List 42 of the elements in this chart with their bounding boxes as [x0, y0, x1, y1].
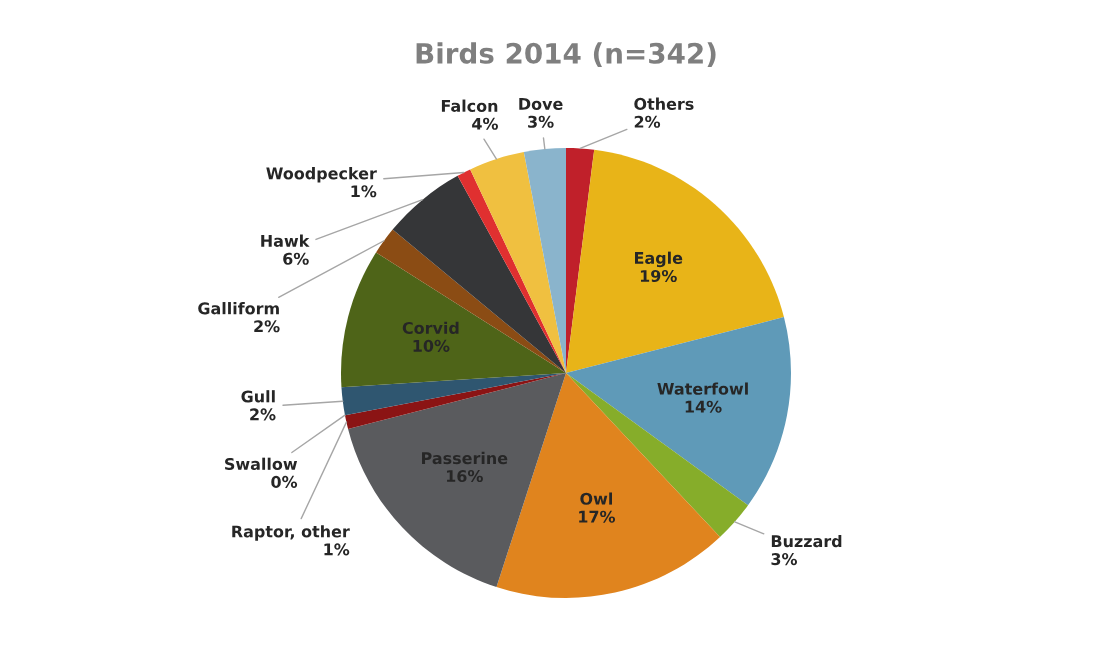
slice-label: Waterfowl: [657, 382, 748, 395]
data-label: 16%: [447, 469, 483, 483]
slice-label: Woodpecker: [266, 167, 377, 183]
data-label: 1%: [324, 543, 350, 556]
slice-label: Others: [634, 97, 694, 110]
slice-label: Owl: [580, 492, 612, 505]
category-label: Swallow: [225, 457, 298, 471]
slice-label: Gull: [241, 390, 275, 403]
data-label: 2%: [634, 115, 661, 128]
pie-slice: [392, 175, 566, 373]
slice-label: Raptor, other: [232, 525, 350, 541]
pie-slice: [348, 373, 566, 587]
pie-slice: [566, 149, 784, 373]
data-label: 2%: [250, 408, 276, 421]
data-label: 14%: [685, 400, 722, 413]
data-label: 1%: [351, 185, 377, 198]
chart-title: Birds 2014 (n=342): [416, 42, 716, 68]
slice-label: Eagle: [635, 251, 683, 268]
data-label: 3%: [528, 115, 554, 128]
pie-slice: [523, 148, 566, 373]
data-label: 10%: [413, 339, 450, 352]
slice-label: Hawk: [261, 234, 310, 247]
slice-label: Corvid: [402, 321, 459, 334]
slice-label: Buzzard: [771, 534, 842, 548]
data-label: 6%: [283, 252, 309, 265]
pie-slice: [344, 373, 566, 429]
data-label: 2%: [254, 320, 280, 333]
pie-slice: [376, 229, 566, 373]
slice-label: Galliform: [198, 302, 279, 315]
text: 0%: [271, 475, 298, 488]
pie-slice: [566, 317, 791, 506]
pie-slice: [341, 252, 566, 388]
pie-slice: [470, 151, 566, 373]
pie-slice: [341, 373, 566, 416]
data-label: 4%: [472, 117, 498, 130]
slice-label: Dove: [519, 98, 563, 110]
data-label: 17%: [579, 510, 616, 523]
pie-slice: [566, 373, 749, 538]
slice-label: Falcon: [441, 99, 498, 112]
data-label: 19%: [640, 269, 677, 282]
slice-label: Passerine: [422, 451, 508, 465]
data-label: 3%: [771, 553, 798, 566]
